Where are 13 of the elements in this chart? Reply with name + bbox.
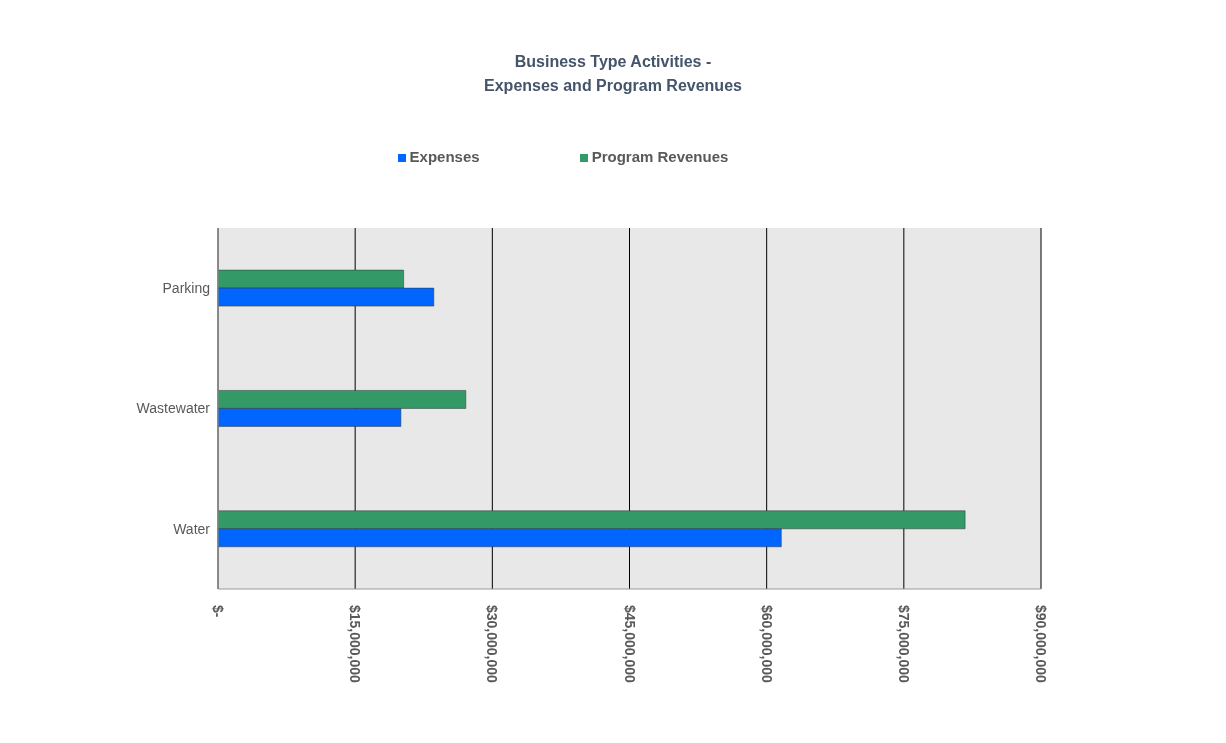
chart-title: Business Type Activities - Expenses and Program Revenues [483, 52, 743, 96]
x-tick-label: $15,000,000 [347, 605, 364, 684]
x-tick-label: $30,000,000 [484, 605, 501, 684]
x-tick-label: $60,000,000 [758, 605, 775, 684]
x-tick-label: $- [210, 605, 226, 618]
legend-label: Expenses [409, 148, 480, 165]
x-tick-label: $45,000,000 [621, 605, 638, 684]
x-tick-label: $90,000,000 [1033, 605, 1049, 684]
y-tick-label: Parking [162, 280, 210, 297]
y-tick-label: Water [173, 520, 211, 537]
legend-label: Program Revenues [591, 148, 729, 165]
y-tick-label: Wastewater [136, 400, 211, 417]
x-tick-label: $75,000,000 [895, 605, 912, 684]
